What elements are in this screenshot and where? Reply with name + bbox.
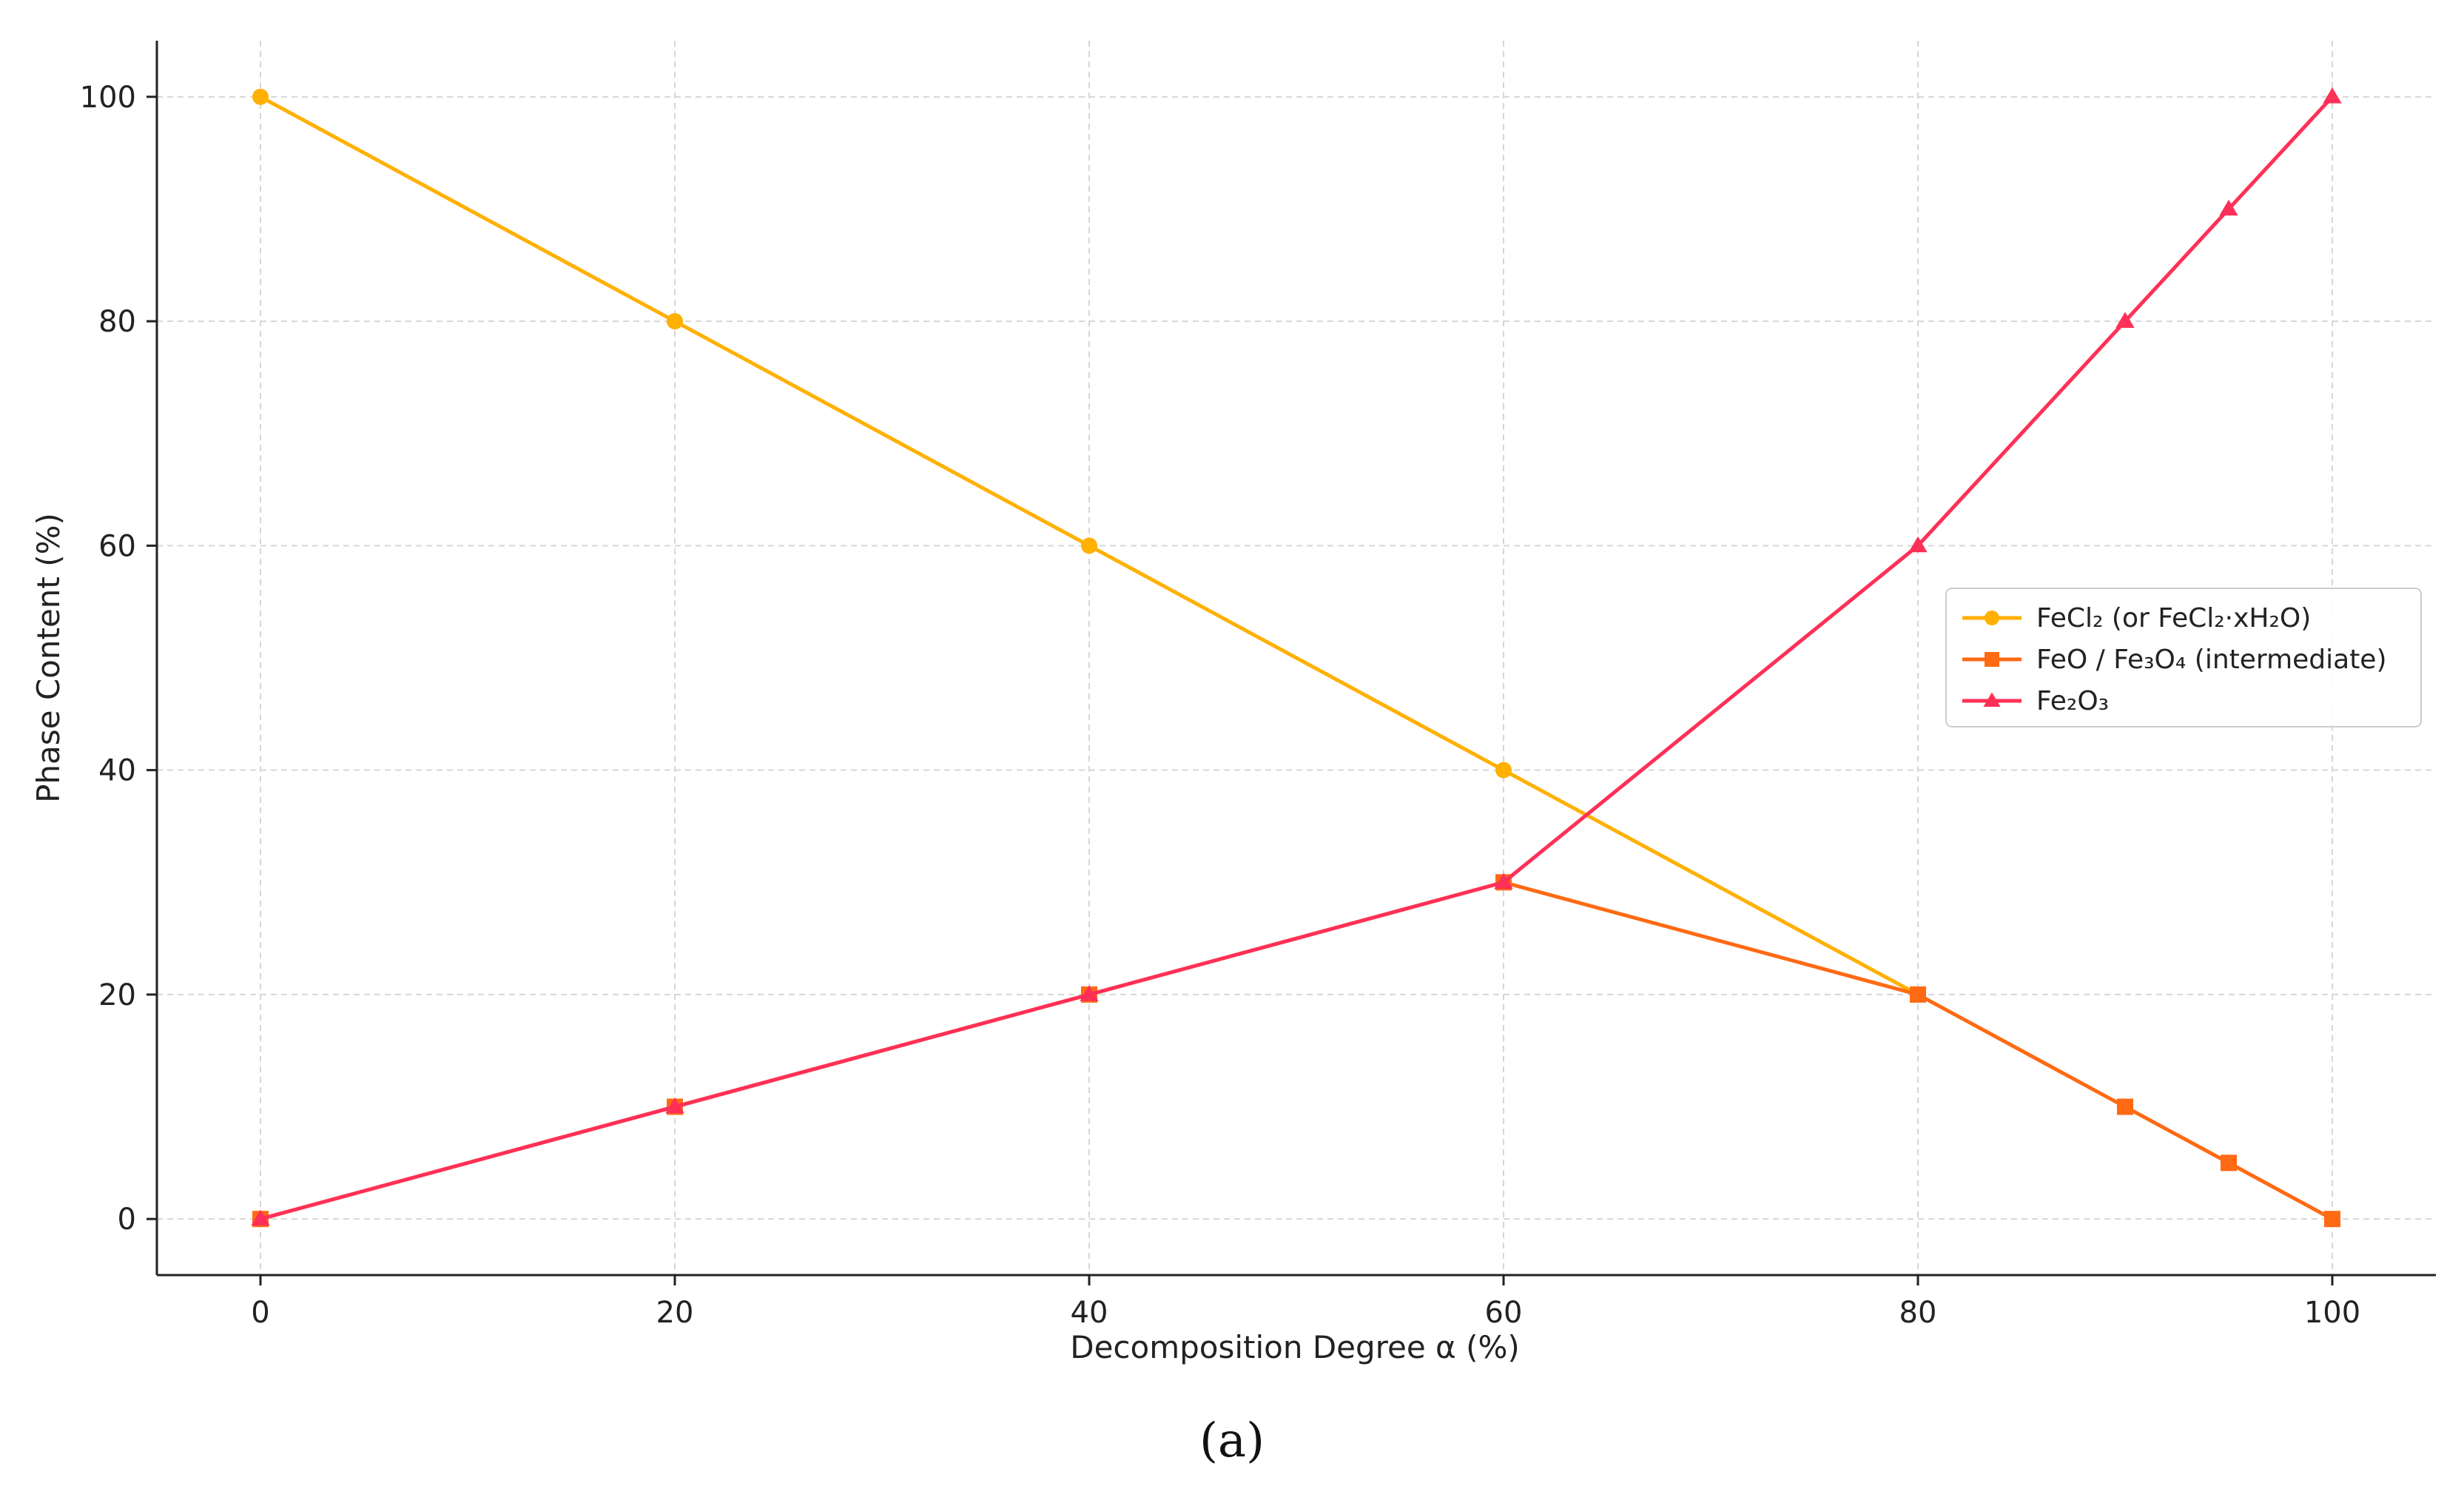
legend-entry: FeCl₂ (or FeCl₂·xH₂O): [1962, 603, 2311, 633]
y-tick-label: 60: [98, 529, 136, 563]
y-tick-label: 0: [118, 1203, 136, 1237]
series: [251, 87, 2342, 1228]
data-point-circle: [1081, 537, 1097, 554]
legend: FeCl₂ (or FeCl₂·xH₂O) FeO / Fe₃O₄ (interm…: [1945, 588, 2422, 727]
data-point-circle: [1985, 611, 1999, 625]
data-point-circle: [1495, 762, 1512, 779]
legend-label: Fe₂O₃: [2036, 686, 2109, 716]
data-point-triangle: [1080, 985, 1099, 1001]
data-point-circle: [667, 313, 683, 330]
legend-entry: FeO / Fe₃O₄ (intermediate): [1962, 645, 2387, 675]
x-tick-label: 0: [251, 1296, 269, 1330]
data-point-square: [2117, 1098, 2133, 1115]
x-axis-title: Decomposition Degree α (%): [1070, 1329, 1520, 1365]
ticks: 0 20 40 60 80 100 0 20 40 60 80 100: [80, 81, 2361, 1330]
y-axis-title: Phase Content (%): [30, 513, 67, 803]
data-point-square: [1910, 986, 1926, 1003]
data-point-triangle: [665, 1097, 684, 1114]
axes: [155, 41, 2436, 1277]
x-tick-label: 20: [656, 1296, 694, 1330]
x-tick-label: 100: [2304, 1296, 2360, 1330]
data-point-triangle: [2219, 199, 2238, 216]
data-point-square: [2324, 1211, 2340, 1228]
panel-label: (a): [1199, 1413, 1265, 1468]
data-point-square: [2221, 1154, 2237, 1171]
data-point-triangle: [2115, 312, 2135, 328]
legend-entry: Fe₂O₃: [1962, 686, 2109, 716]
series-circle: [252, 88, 1926, 1003]
grid: [157, 41, 2436, 1275]
series-triangle: [251, 87, 2342, 1226]
legend-box: [1945, 588, 2422, 727]
series-line: [260, 880, 2334, 1221]
x-tick-label: 60: [1485, 1296, 1523, 1330]
y-tick-label: 20: [98, 978, 136, 1012]
data-point-circle: [252, 88, 269, 105]
y-tick-label: 40: [98, 754, 136, 788]
data-point-triangle: [1494, 873, 1513, 890]
legend-label: FeO / Fe₃O₄ (intermediate): [2036, 645, 2387, 675]
y-tick-label: 100: [80, 81, 136, 115]
series-square: [252, 874, 2340, 1228]
legend-label: FeCl₂ (or FeCl₂·xH₂O): [2036, 603, 2311, 633]
series-line: [260, 95, 2334, 1221]
y-tick-label: 80: [98, 305, 136, 339]
data-point-triangle: [1983, 692, 2001, 707]
x-tick-label: 40: [1071, 1296, 1108, 1330]
data-point-triangle: [1908, 536, 1928, 553]
data-point-triangle: [2323, 87, 2342, 104]
x-tick-label: 80: [1899, 1296, 1937, 1330]
data-point-square: [1985, 652, 1999, 667]
data-point-triangle: [251, 1209, 270, 1226]
